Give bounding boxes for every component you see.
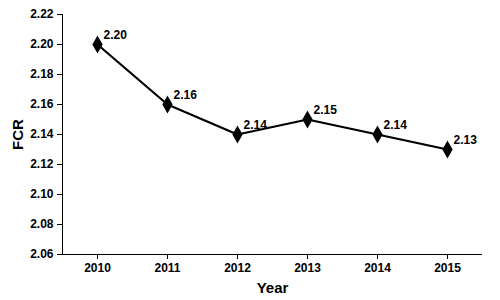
svg-text:2013: 2013: [294, 261, 321, 275]
svg-text:2.10: 2.10: [30, 187, 54, 201]
svg-text:2.14: 2.14: [244, 118, 268, 132]
svg-text:2.14: 2.14: [30, 127, 54, 141]
svg-text:2.16: 2.16: [30, 97, 54, 111]
svg-text:2.08: 2.08: [30, 217, 54, 231]
svg-text:2012: 2012: [224, 261, 251, 275]
svg-text:2011: 2011: [154, 261, 180, 275]
svg-text:2.14: 2.14: [384, 118, 408, 132]
svg-text:2.18: 2.18: [30, 67, 54, 81]
svg-text:2014: 2014: [364, 261, 391, 275]
svg-text:2015: 2015: [434, 261, 461, 275]
svg-text:2.13: 2.13: [454, 133, 478, 147]
svg-text:Year: Year: [257, 279, 289, 296]
svg-text:2.20: 2.20: [30, 37, 54, 51]
svg-text:2.12: 2.12: [30, 157, 54, 171]
svg-text:2.20: 2.20: [104, 28, 128, 42]
svg-text:2010: 2010: [84, 261, 111, 275]
svg-text:2.22: 2.22: [30, 7, 54, 21]
svg-text:FCR: FCR: [9, 119, 26, 150]
svg-text:2.16: 2.16: [174, 88, 198, 102]
svg-text:2.15: 2.15: [314, 103, 338, 117]
svg-text:2.06: 2.06: [30, 247, 54, 261]
